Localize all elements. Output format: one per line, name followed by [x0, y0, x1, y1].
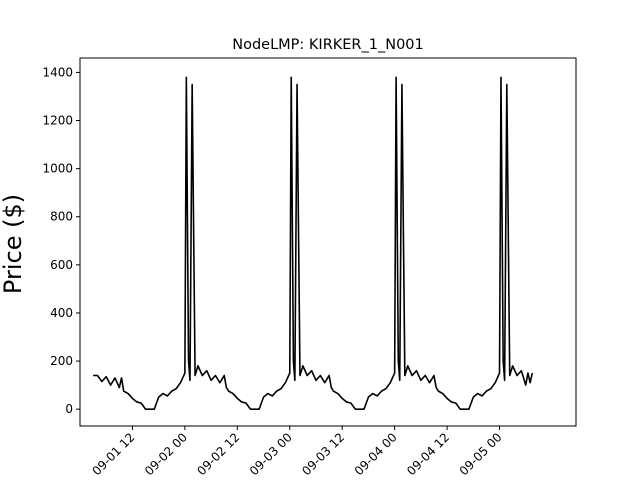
y-tick-label: 1200 — [42, 114, 73, 128]
y-tick-label: 800 — [50, 210, 73, 224]
y-tick-label: 400 — [50, 306, 73, 320]
y-tick-label: 200 — [50, 354, 73, 368]
y-tick-label: 1000 — [42, 162, 73, 176]
chart-title: NodeLMP: KIRKER_1_N001 — [232, 37, 424, 53]
y-axis-label: Price ($) — [0, 194, 27, 294]
axes-frame — [79, 57, 577, 427]
y-tick-label: 1400 — [42, 65, 73, 79]
y-tick-label: 0 — [65, 402, 73, 416]
price-series-line — [93, 76, 534, 410]
y-tick-label: 600 — [50, 258, 73, 272]
